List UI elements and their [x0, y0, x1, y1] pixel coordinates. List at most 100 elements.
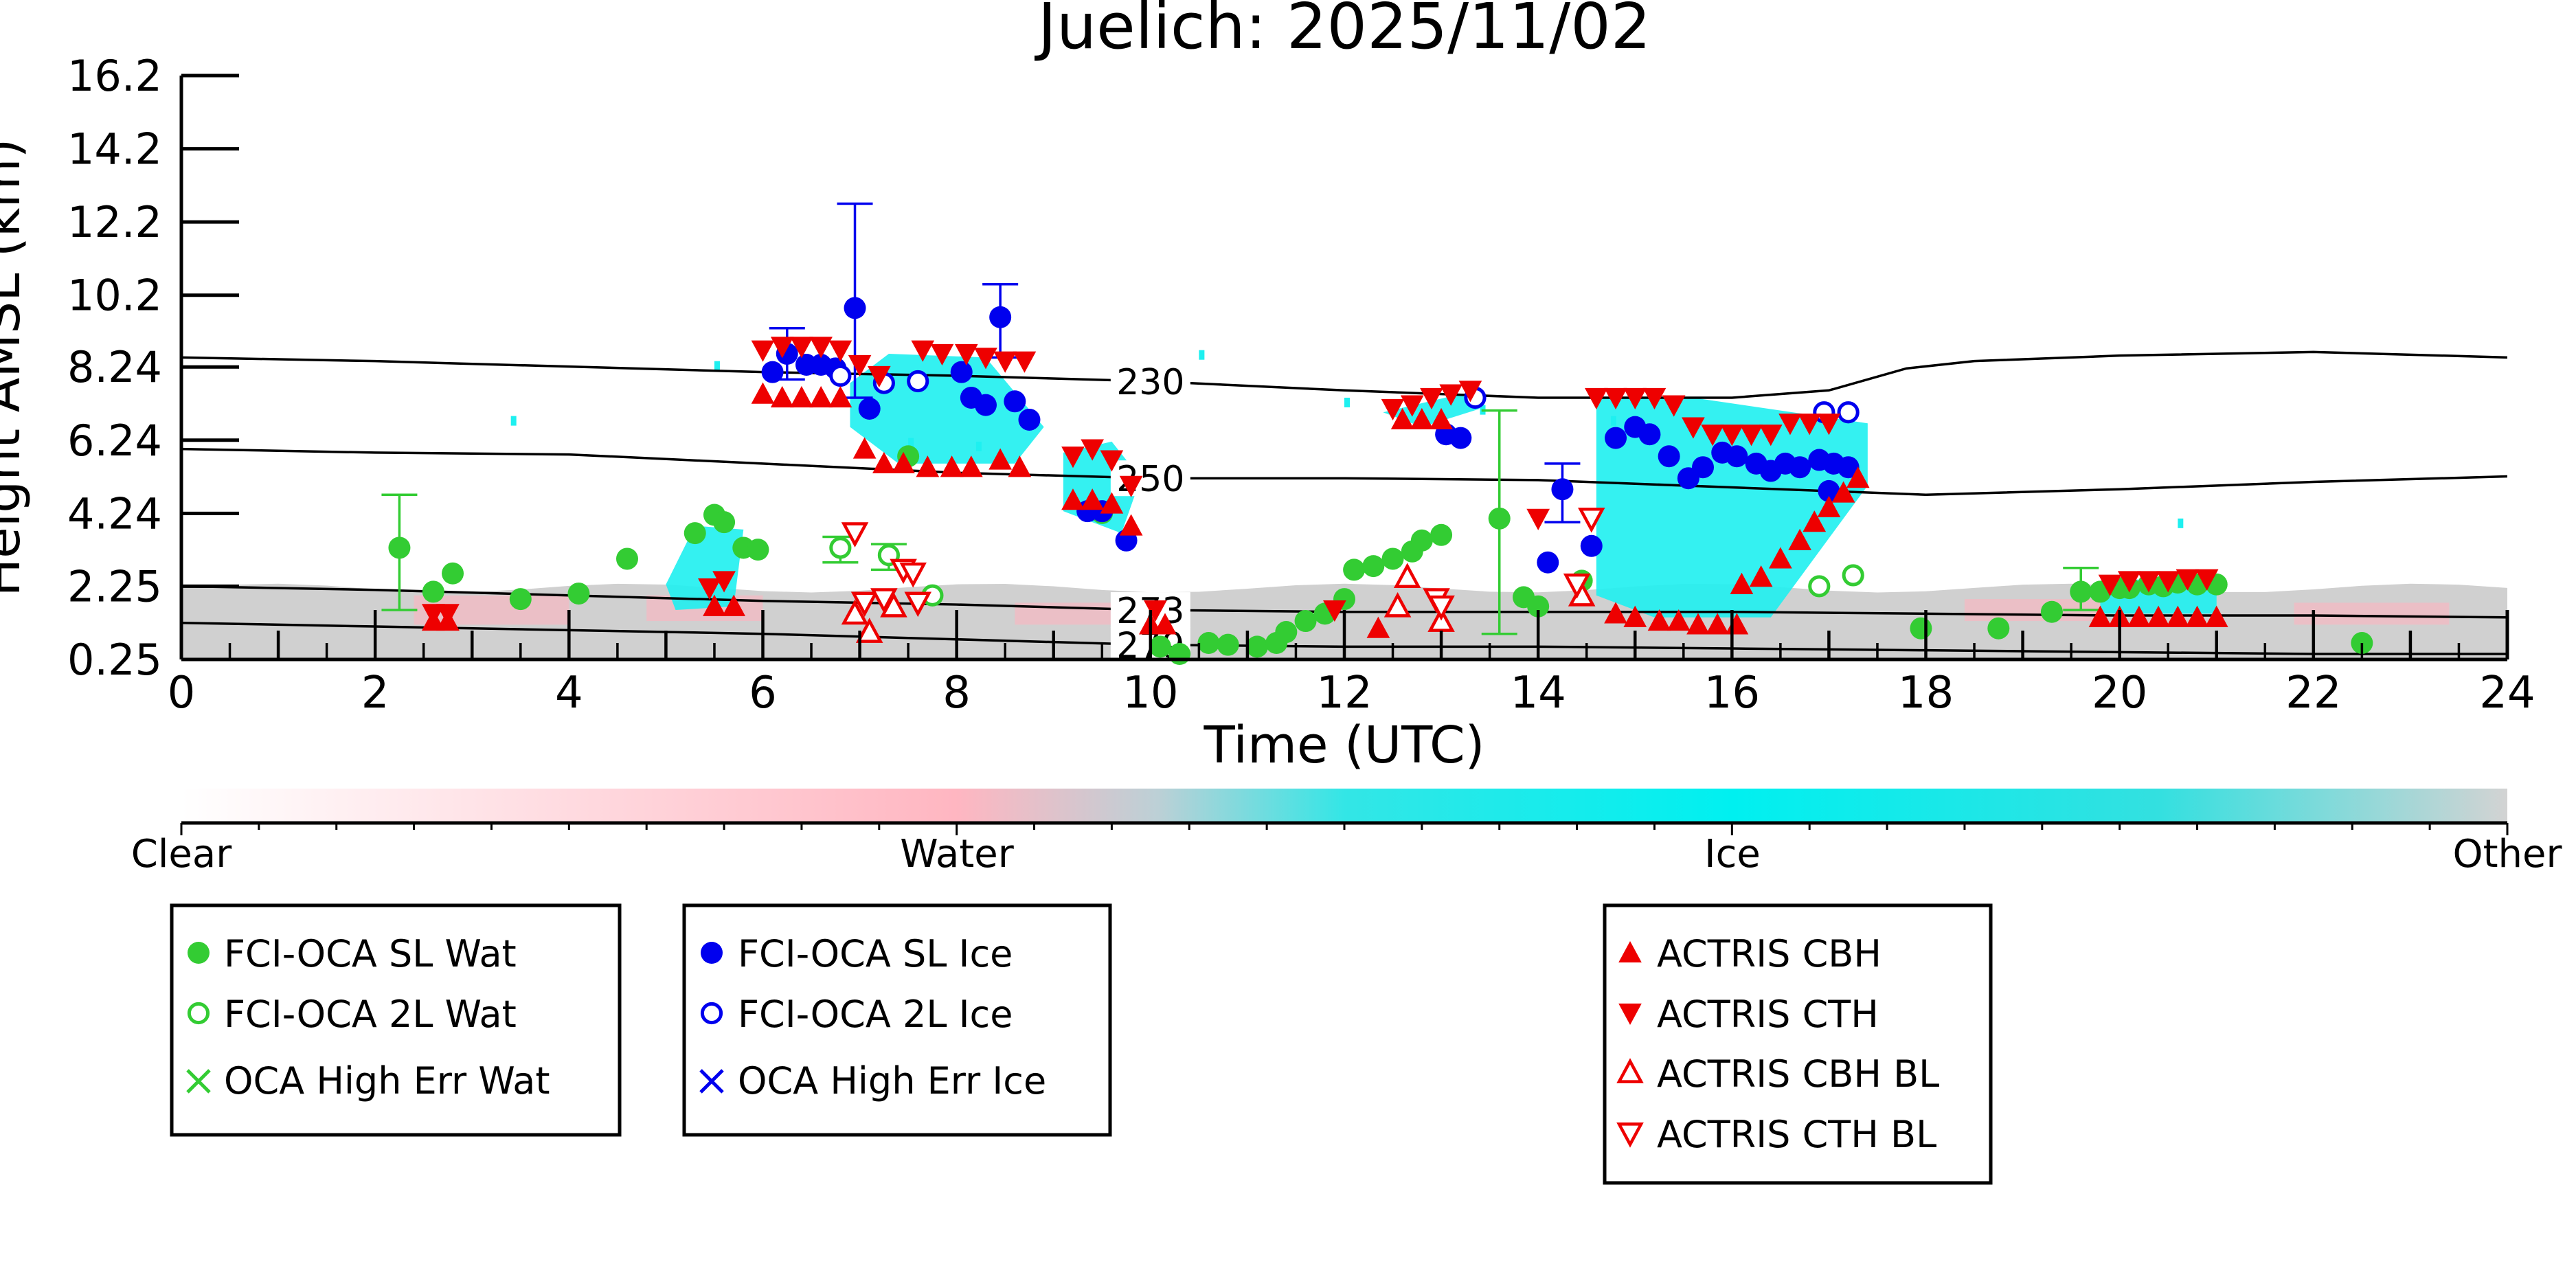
point-fci-oca-sl-ice [761, 361, 784, 383]
x-tick-label: 22 [2285, 668, 2341, 719]
point-actris-cth [751, 340, 775, 362]
point-actris-cbh-bl [855, 618, 883, 643]
point-actris-cbh [2147, 605, 2170, 627]
point-fci-oca-sl-wat [1343, 558, 1366, 581]
point-actris-cth [436, 604, 460, 626]
point-actris-cbh [1706, 613, 1730, 635]
point-actris-cth-bl [1427, 595, 1455, 621]
y-tick-label: 6.24 [67, 416, 162, 466]
point-fci-oca-sl-ice [1818, 479, 1840, 502]
point-actris-cbh [790, 385, 813, 408]
point-actris-cbh [959, 455, 983, 477]
cloud-mask-ice [510, 416, 517, 426]
point-fci-oca-2l-wat [1842, 564, 1864, 587]
point-fci-oca-sl-ice [1638, 423, 1661, 446]
point-fci-oca-2l-ice [829, 364, 852, 387]
point-actris-cth [1720, 425, 1744, 447]
point-actris-cth [828, 340, 852, 362]
point-fci-oca-sl-ice [974, 394, 997, 416]
x-tick-label: 10 [1122, 668, 1178, 719]
point-actris-cth [2156, 571, 2180, 593]
point-fci-oca-sl-wat [1275, 621, 1298, 644]
x-tick-label: 4 [555, 668, 583, 719]
legend-actris-frame [1603, 903, 1993, 1185]
legend-actris: ACTRIS CBH ACTRIS CTH ACTRIS CBH BL ACTR… [1603, 903, 1993, 1185]
point-actris-cth [421, 604, 445, 626]
point-actris-cth [1701, 425, 1724, 447]
point-fci-oca-sl-wat [1197, 632, 1220, 655]
colorbar-label-ice: Ice [1704, 832, 1761, 877]
point-actris-cth [1081, 439, 1105, 461]
point-actris-cbh [2166, 605, 2190, 627]
point-actris-cbh [852, 437, 877, 459]
point-actris-cth [1100, 450, 1124, 472]
point-actris-cth-bl [904, 591, 932, 618]
point-actris-cbh [1788, 528, 1811, 550]
x-tick-label: 14 [1510, 668, 1566, 719]
cloud-mask-ice [1199, 350, 1205, 360]
point-actris-cbh [770, 385, 794, 408]
legend-label: FCI-OCA 2L Wat [224, 993, 517, 1036]
point-fci-oca-sl-wat [1217, 633, 1239, 656]
point-actris-cth [770, 337, 794, 359]
legend-water-frame [170, 903, 622, 1137]
point-actris-cbh [703, 594, 726, 616]
point-actris-cbh [722, 594, 746, 616]
point-fci-oca-sl-ice [1658, 445, 1680, 468]
point-fci-oca-sl-wat [713, 511, 736, 534]
point-fci-oca-sl-ice [1837, 456, 1860, 479]
point-actris-cbh [2204, 605, 2228, 627]
point-actris-cbh [2185, 605, 2209, 627]
point-fci-oca-sl-wat [1168, 643, 1191, 666]
x-tick-label: 0 [168, 668, 196, 719]
plot-area: 230250273279 0.252.254.246.248.2410.212.… [67, 51, 2535, 719]
point-actris-cbh [1430, 407, 1453, 430]
point-actris-cth [2195, 569, 2219, 591]
point-fci-oca-sl-wat [509, 588, 532, 611]
point-actris-cth [867, 365, 891, 388]
y-axis-label: Height AMSL (km) [0, 138, 32, 596]
point-actris-cbh [988, 448, 1012, 470]
point-actris-cbh [872, 451, 896, 473]
point-fci-oca-sl-wat [2040, 600, 2063, 623]
x-tick-label: 18 [1898, 668, 1954, 719]
point-actris-cbh [1667, 609, 1691, 631]
point-fci-oca-sl-wat [381, 493, 418, 611]
legend-label: FCI-OCA 2L Ice [738, 993, 1013, 1036]
point-actris-cbh [1647, 609, 1671, 631]
point-actris-cbh [1100, 492, 1124, 514]
point-fci-oca-sl-ice [982, 283, 1019, 359]
point-actris-cth [993, 351, 1017, 373]
point-actris-cbh [1410, 407, 1434, 430]
point-fci-oca-sl-wat [1430, 523, 1453, 546]
point-actris-cbh-bl [880, 591, 907, 618]
point-actris-cbh [1803, 510, 1827, 532]
x-tick-label: 20 [2092, 668, 2147, 719]
legend-marker-actris-cbh [1618, 940, 1642, 963]
colorbar-label-water: Water [900, 832, 1015, 877]
point-fci-oca-sl-wat [1294, 610, 1317, 633]
point-actris-cth [1061, 447, 1085, 468]
point-fci-oca-sl-ice [1449, 427, 1472, 449]
point-actris-cth [1662, 395, 1686, 417]
point-actris-cth [1458, 381, 1482, 403]
point-fci-oca-2l-ice [907, 370, 929, 393]
point-fci-oca-sl-wat [1246, 635, 1269, 658]
x-tick-label: 6 [749, 668, 777, 719]
y-tick-label: 14.2 [67, 124, 162, 174]
point-actris-cth [1739, 425, 1763, 447]
x-tick-label: 24 [2479, 668, 2535, 719]
cloud-mask-ice [2178, 518, 2184, 528]
point-actris-cbh [1846, 466, 1870, 488]
point-fci-oca-sl-wat [1381, 547, 1404, 570]
point-actris-cth [974, 348, 997, 370]
point-actris-cth [930, 343, 954, 366]
point-actris-cbh-bl [1383, 591, 1412, 618]
point-fci-oca-sl-ice [1544, 462, 1581, 523]
legend-marker-actris-cbh-bl [1616, 1058, 1644, 1083]
legend-marker-fci-oca-2l-ice [700, 1002, 723, 1025]
chart-title: Juelich: 2025/11/02 [1035, 0, 1651, 63]
point-fci-oca-sl-wat [747, 539, 769, 561]
cloud-mask-ice [908, 438, 914, 448]
legend-ice: FCI-OCA SL Ice FCI-OCA 2L Ice OCA High E… [682, 903, 1112, 1137]
